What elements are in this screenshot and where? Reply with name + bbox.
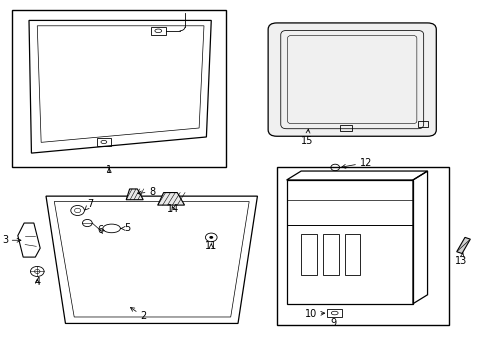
Text: 9: 9 xyxy=(330,318,336,328)
Bar xyxy=(276,167,448,325)
Text: 4: 4 xyxy=(34,277,40,287)
Text: 10: 10 xyxy=(305,309,324,319)
Text: 15: 15 xyxy=(301,129,313,145)
Polygon shape xyxy=(126,189,143,200)
Text: 12: 12 xyxy=(341,158,371,168)
Text: 5: 5 xyxy=(121,224,130,233)
Text: 8: 8 xyxy=(138,187,155,197)
Text: 6: 6 xyxy=(97,225,104,235)
Bar xyxy=(150,27,166,35)
Bar xyxy=(344,234,360,275)
FancyBboxPatch shape xyxy=(267,23,435,136)
Text: 7: 7 xyxy=(84,199,93,210)
Polygon shape xyxy=(158,193,184,205)
Polygon shape xyxy=(417,121,427,127)
Circle shape xyxy=(209,236,213,239)
Polygon shape xyxy=(339,126,351,131)
Text: 3: 3 xyxy=(2,235,21,245)
Text: 2: 2 xyxy=(130,307,146,321)
Polygon shape xyxy=(456,237,469,253)
Bar xyxy=(323,234,338,275)
Text: 13: 13 xyxy=(454,253,467,266)
Bar xyxy=(97,138,110,146)
Text: 11: 11 xyxy=(205,241,217,251)
Bar xyxy=(301,234,316,275)
Bar xyxy=(326,309,342,317)
Text: 1: 1 xyxy=(106,165,112,175)
Bar xyxy=(12,10,225,167)
Text: 14: 14 xyxy=(167,204,179,215)
